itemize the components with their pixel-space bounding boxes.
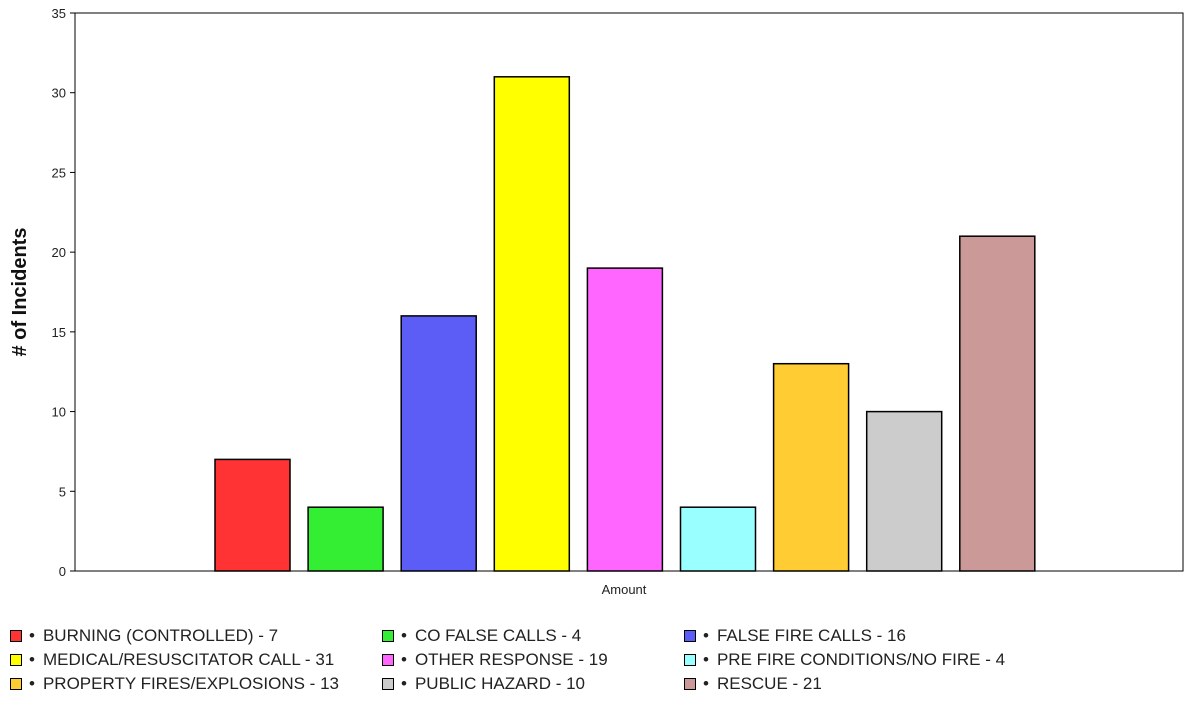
legend-bullet: • bbox=[29, 650, 35, 669]
y-tick-label: 30 bbox=[52, 86, 66, 101]
legend-label: OTHER RESPONSE - 19 bbox=[414, 650, 608, 669]
bar-false-fire-calls bbox=[400, 315, 477, 572]
legend-swatch bbox=[382, 678, 394, 690]
bar-chart: 0 5 10 15 20 25 30 35 # of Incidents Amount bbox=[9, 6, 1184, 597]
bar-public-hazard bbox=[865, 410, 943, 572]
legend-swatch bbox=[684, 654, 696, 666]
bar-property-fires-explosions bbox=[772, 362, 850, 572]
legend-bullet: • bbox=[703, 626, 709, 645]
legend-label: PUBLIC HAZARD - 10 bbox=[414, 674, 585, 693]
y-tick-label: 10 bbox=[52, 405, 66, 420]
bar-medical-resuscitator-call bbox=[493, 76, 571, 572]
bar-burning-controlled bbox=[214, 458, 291, 572]
legend-row: • PROPERTY FIRES/EXPLOSIONS - 13 • PUBLIC H… bbox=[10, 672, 1185, 696]
legend-row: • MEDICAL/RESUSCITATOR CALL - 31 • OTHER RE… bbox=[10, 648, 1185, 672]
legend-item: • PRE FIRE CONDITIONS/NO FIRE - 4 bbox=[684, 648, 1005, 672]
legend-bullet: • bbox=[29, 674, 35, 693]
legend-label: PROPERTY FIRES/EXPLOSIONS - 13 bbox=[42, 674, 339, 693]
y-tick-label: 20 bbox=[52, 245, 66, 260]
legend-item: • CO FALSE CALLS - 4 bbox=[382, 624, 581, 648]
legend-label: FALSE FIRE CALLS - 16 bbox=[716, 626, 906, 645]
bar-other-response bbox=[586, 267, 664, 572]
y-tick-label: 5 bbox=[59, 484, 66, 499]
bars bbox=[214, 76, 1036, 572]
x-category-label: Amount bbox=[602, 582, 647, 597]
y-tick-label: 15 bbox=[52, 325, 66, 340]
legend-swatch bbox=[10, 654, 22, 666]
legend-bullet: • bbox=[401, 674, 407, 693]
legend-bullet: • bbox=[401, 626, 407, 645]
y-axis-title: # of Incidents bbox=[9, 228, 31, 357]
legend-swatch bbox=[684, 678, 696, 690]
y-tick-label: 25 bbox=[52, 165, 66, 180]
legend-label: RESCUE - 21 bbox=[716, 674, 822, 693]
legend: • BURNING (CONTROLLED) - 7 • CO FALSE CALLS… bbox=[10, 624, 1185, 696]
legend-swatch bbox=[684, 630, 696, 642]
legend-label: PRE FIRE CONDITIONS/NO FIRE - 4 bbox=[716, 650, 1006, 669]
legend-item: • MEDICAL/RESUSCITATOR CALL - 31 bbox=[10, 648, 334, 672]
legend-label: CO FALSE CALLS - 4 bbox=[414, 626, 582, 645]
legend-item: • PUBLIC HAZARD - 10 bbox=[382, 672, 585, 696]
y-tick-label: 0 bbox=[59, 564, 66, 579]
y-tick-label: 35 bbox=[52, 6, 66, 21]
legend-label: BURNING (CONTROLLED) - 7 bbox=[42, 626, 279, 645]
y-axis-ticks: 0 5 10 15 20 25 30 35 bbox=[52, 6, 75, 579]
bar-pre-fire-conditions-no-fire bbox=[679, 506, 757, 572]
legend-item: • RESCUE - 21 bbox=[684, 672, 822, 696]
legend-label: MEDICAL/RESUSCITATOR CALL - 31 bbox=[42, 650, 335, 669]
legend-bullet: • bbox=[703, 650, 709, 669]
legend-item: • FALSE FIRE CALLS - 16 bbox=[684, 624, 906, 648]
legend-swatch bbox=[10, 678, 22, 690]
legend-swatch bbox=[382, 654, 394, 666]
legend-bullet: • bbox=[401, 650, 407, 669]
legend-bullet: • bbox=[29, 626, 35, 645]
legend-item: • OTHER RESPONSE - 19 bbox=[382, 648, 608, 672]
bar-co-false-calls bbox=[307, 506, 384, 572]
legend-swatch bbox=[382, 630, 394, 642]
bar-rescue bbox=[959, 235, 1036, 572]
legend-item: • PROPERTY FIRES/EXPLOSIONS - 13 bbox=[10, 672, 339, 696]
legend-swatch bbox=[10, 630, 22, 642]
legend-item: • BURNING (CONTROLLED) - 7 bbox=[10, 624, 278, 648]
legend-bullet: • bbox=[703, 674, 709, 693]
legend-row: • BURNING (CONTROLLED) - 7 • CO FALSE CALLS… bbox=[10, 624, 1185, 648]
